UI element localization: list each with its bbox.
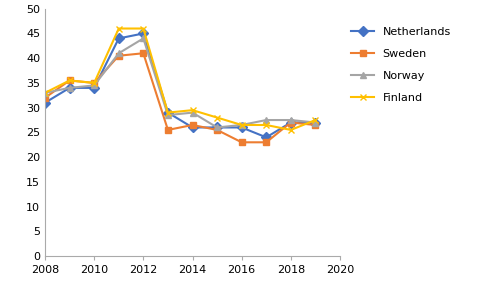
Finland <box>165 111 171 114</box>
Netherlands <box>312 121 318 124</box>
Sweden <box>91 81 97 85</box>
Sweden <box>116 54 122 58</box>
Norway <box>165 113 171 117</box>
Norway <box>214 126 220 129</box>
Sweden <box>312 123 318 127</box>
Line: Norway: Norway <box>42 35 319 131</box>
Sweden <box>238 141 244 144</box>
Finland <box>140 27 146 30</box>
Norway <box>91 84 97 87</box>
Netherlands <box>91 86 97 90</box>
Legend: Netherlands, Sweden, Norway, Finland: Netherlands, Sweden, Norway, Finland <box>352 27 451 103</box>
Finland <box>42 91 48 95</box>
Sweden <box>140 52 146 55</box>
Sweden <box>66 79 72 82</box>
Norway <box>288 118 294 122</box>
Sweden <box>165 128 171 132</box>
Sweden <box>263 141 269 144</box>
Netherlands <box>288 121 294 124</box>
Norway <box>190 111 196 114</box>
Netherlands <box>66 86 72 90</box>
Finland <box>190 109 196 112</box>
Line: Finland: Finland <box>42 25 319 133</box>
Norway <box>263 118 269 122</box>
Line: Sweden: Sweden <box>42 50 319 146</box>
Sweden <box>42 96 48 100</box>
Netherlands <box>263 136 269 139</box>
Finland <box>214 116 220 119</box>
Netherlands <box>165 111 171 114</box>
Norway <box>66 86 72 90</box>
Sweden <box>190 123 196 127</box>
Norway <box>312 121 318 124</box>
Sweden <box>288 121 294 124</box>
Netherlands <box>42 101 48 104</box>
Norway <box>116 52 122 55</box>
Line: Netherlands: Netherlands <box>42 30 319 141</box>
Finland <box>66 79 72 82</box>
Netherlands <box>214 126 220 129</box>
Finland <box>116 27 122 30</box>
Netherlands <box>190 126 196 129</box>
Finland <box>91 81 97 85</box>
Netherlands <box>238 126 244 129</box>
Netherlands <box>116 37 122 40</box>
Norway <box>140 37 146 40</box>
Finland <box>312 118 318 122</box>
Finland <box>263 123 269 127</box>
Finland <box>288 128 294 132</box>
Norway <box>238 123 244 127</box>
Norway <box>42 91 48 95</box>
Netherlands <box>140 32 146 35</box>
Finland <box>238 123 244 127</box>
Sweden <box>214 128 220 132</box>
